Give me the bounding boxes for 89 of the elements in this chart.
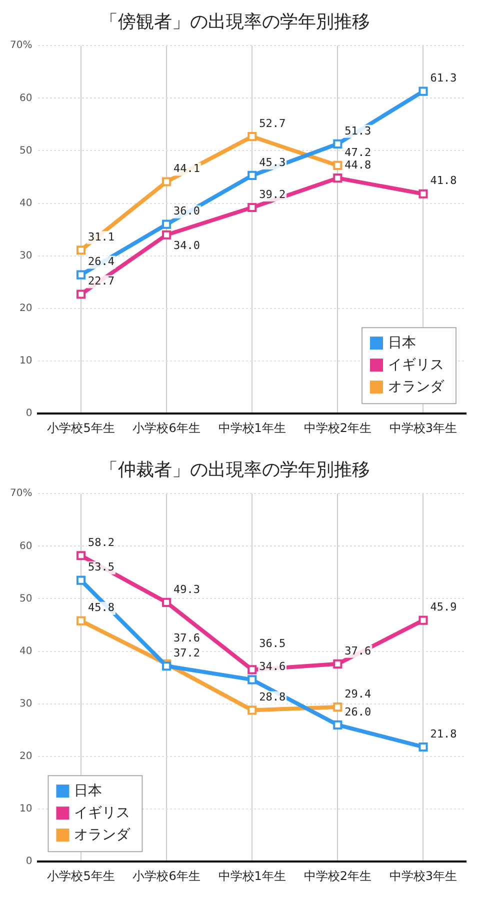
point — [418, 616, 428, 625]
data-label: 49.3 — [174, 582, 200, 596]
point — [248, 170, 257, 180]
x-tick-label: 中学校2年生 — [304, 868, 372, 883]
legend-label: 日本 — [74, 783, 102, 800]
point — [76, 616, 86, 626]
legend-label: イギリス — [74, 805, 130, 822]
legend-label: オランダ — [388, 379, 445, 396]
data-label: 36.5 — [259, 637, 286, 650]
data-label: 26.4 — [88, 255, 115, 268]
point — [162, 230, 172, 240]
y-tick-label: 50 — [19, 593, 32, 604]
chart-title: 「傍観者」の出現率の学年別推移 — [100, 11, 370, 32]
data-label: 45.9 — [430, 600, 457, 614]
x-tick-label: 中学校1年生 — [218, 420, 286, 435]
point — [248, 202, 257, 212]
x-tick-label: 小学校6年生 — [132, 868, 200, 883]
x-tick-label: 小学校6年生 — [132, 420, 200, 435]
data-label: 39.2 — [259, 188, 286, 201]
data-label: 31.1 — [88, 230, 115, 244]
point — [248, 665, 257, 674]
point — [76, 551, 86, 560]
data-label: 37.2 — [174, 646, 200, 660]
legend-label: オランダ — [74, 827, 132, 844]
point — [418, 189, 428, 198]
point — [162, 177, 172, 186]
data-label: 37.6 — [344, 644, 372, 658]
y-tick-label: 20 — [19, 751, 32, 762]
data-label: 28.8 — [259, 690, 286, 704]
y-tick-label: 0 — [26, 856, 32, 868]
y-tick-label: 30 — [19, 698, 32, 710]
point — [333, 174, 342, 183]
data-label: 45.8 — [88, 601, 115, 614]
y-tick-label: 70% — [10, 40, 32, 52]
point — [333, 659, 342, 668]
x-tick-label: 小学校5年生 — [47, 420, 115, 435]
point — [418, 86, 428, 96]
data-label: 51.3 — [344, 124, 372, 138]
point — [248, 675, 257, 684]
y-tick-label: 50 — [19, 145, 32, 156]
data-label: 44.8 — [344, 158, 372, 172]
x-tick-label: 中学校3年生 — [389, 420, 458, 435]
data-label: 26.0 — [344, 705, 372, 718]
point — [333, 702, 342, 712]
y-tick-label: 70% — [10, 488, 32, 500]
data-label: 44.1 — [174, 162, 200, 176]
data-label: 52.7 — [259, 116, 286, 130]
x-tick-label: 小学校5年生 — [47, 868, 115, 883]
y-tick-label: 10 — [19, 804, 32, 815]
point — [162, 220, 172, 229]
point — [76, 576, 86, 585]
y-tick-label: 40 — [19, 646, 32, 657]
data-label: 29.4 — [344, 687, 372, 700]
y-tick-label: 60 — [19, 540, 32, 552]
y-tick-label: 30 — [19, 250, 32, 262]
data-label: 47.2 — [344, 146, 372, 159]
data-label: 45.3 — [259, 156, 286, 169]
point — [418, 742, 428, 752]
data-label: 61.3 — [430, 72, 457, 85]
data-label: 34.0 — [174, 239, 200, 252]
point — [333, 720, 342, 730]
y-tick-label: 10 — [19, 356, 32, 367]
x-tick-label: 中学校1年生 — [218, 868, 286, 883]
y-tick-label: 20 — [19, 303, 32, 314]
point — [248, 706, 257, 715]
y-tick-label: 0 — [26, 408, 32, 420]
point — [162, 662, 172, 671]
data-label: 37.6 — [174, 631, 200, 644]
point — [76, 246, 86, 255]
data-label: 36.0 — [174, 204, 200, 218]
point — [76, 290, 86, 299]
y-tick-label: 40 — [19, 198, 32, 209]
point — [248, 132, 257, 142]
x-tick-label: 中学校2年生 — [304, 420, 372, 435]
data-label: 58.2 — [88, 536, 115, 549]
point — [162, 598, 172, 607]
data-label: 34.6 — [259, 660, 286, 674]
x-tick-label: 中学校3年生 — [389, 868, 458, 883]
data-label: 53.5 — [88, 560, 115, 574]
y-tick-label: 60 — [19, 92, 32, 104]
legend-label: イギリス — [388, 357, 444, 374]
data-label: 41.8 — [430, 174, 457, 188]
point — [333, 139, 342, 148]
point — [76, 270, 86, 280]
point — [333, 160, 342, 170]
legend-label: 日本 — [388, 335, 416, 352]
data-label: 22.7 — [88, 274, 115, 288]
chart-title: 「仲裁者」の出現率の学年別推移 — [100, 459, 370, 480]
data-label: 21.8 — [430, 727, 457, 740]
